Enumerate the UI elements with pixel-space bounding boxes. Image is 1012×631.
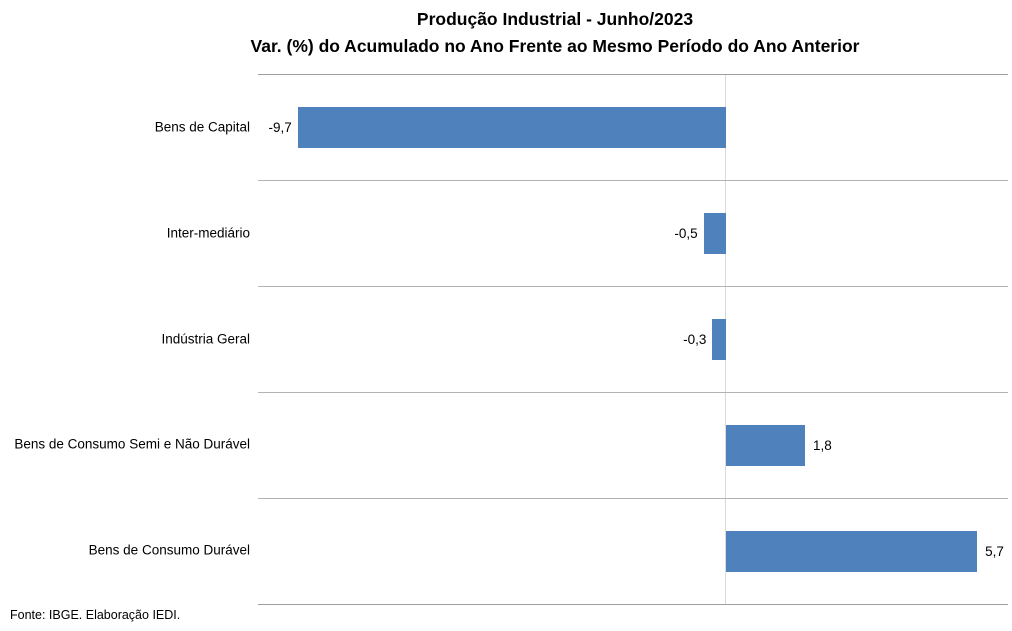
bar-bens-de-consumo-dur-vel xyxy=(725,530,978,572)
row-separator xyxy=(258,497,1008,499)
value-label: 5,7 xyxy=(985,543,1004,559)
row-separator xyxy=(258,286,1008,288)
bar-ind-stria-geral xyxy=(712,319,726,360)
source-note: Fonte: IBGE. Elaboração IEDI. xyxy=(10,608,181,622)
chart-body: Bens de Capital Inter-mediário Indústria G… xyxy=(0,74,1012,605)
chart-title: Produção Industrial - Junho/2023 Var. (%… xyxy=(98,6,1012,60)
value-label: -0,5 xyxy=(674,226,698,242)
chart-title-line2: Var. (%) do Acumulado no Ano Frente ao M… xyxy=(250,36,860,56)
row-separator xyxy=(258,180,1008,182)
category-label: Bens de Consumo Durável xyxy=(88,542,250,558)
category-label: Indústria Geral xyxy=(161,331,250,346)
row-separator xyxy=(258,391,1008,393)
category-label: Bens de Capital xyxy=(154,119,250,135)
zero-gridline xyxy=(725,75,727,604)
chart-title-line1: Produção Industrial - Junho/2023 xyxy=(416,9,694,29)
category-label: Bens de Consumo Semi e Não Durável xyxy=(14,436,250,452)
bar-bens-de-capital xyxy=(297,107,726,149)
bar-bens-de-consumo-semi-e-n-o-dur-vel xyxy=(725,424,806,466)
category-label: Inter-mediário xyxy=(166,225,250,241)
bar-inter-medi-rio xyxy=(703,213,726,255)
value-label: 1,8 xyxy=(813,437,832,453)
value-label: -9,7 xyxy=(268,120,292,136)
value-label: -0,3 xyxy=(683,332,707,347)
plot-area: -9,7 -0,5 -0,3 1,8 5,7 xyxy=(258,74,1008,605)
